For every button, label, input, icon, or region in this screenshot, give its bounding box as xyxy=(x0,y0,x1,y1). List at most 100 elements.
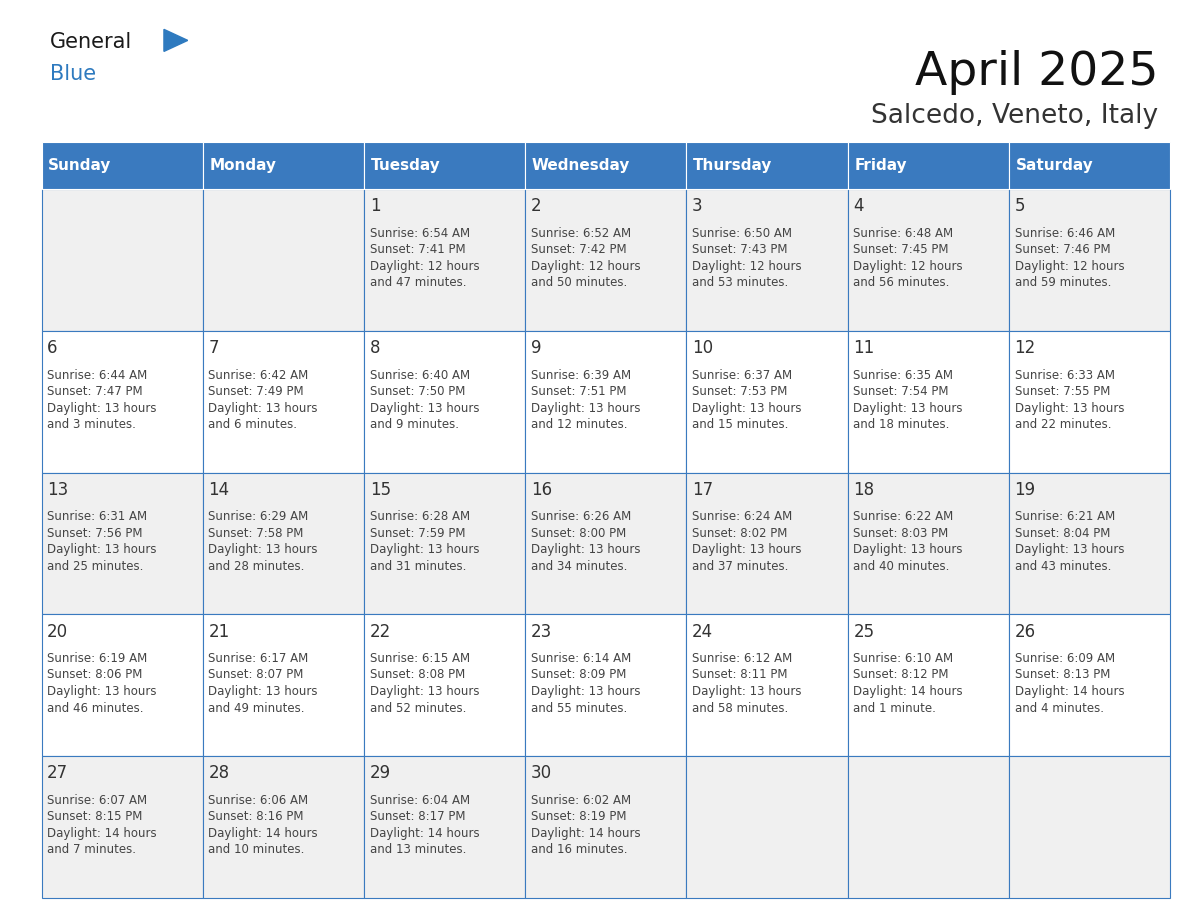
Text: Sunrise: 6:42 AM: Sunrise: 6:42 AM xyxy=(208,368,309,382)
Text: and 9 minutes.: and 9 minutes. xyxy=(369,418,459,431)
Text: and 13 minutes.: and 13 minutes. xyxy=(369,844,466,856)
Text: 29: 29 xyxy=(369,765,391,782)
Text: Sunrise: 6:44 AM: Sunrise: 6:44 AM xyxy=(48,368,147,382)
Text: 21: 21 xyxy=(208,622,229,641)
Text: and 40 minutes.: and 40 minutes. xyxy=(853,560,949,573)
Text: Sunset: 7:41 PM: Sunset: 7:41 PM xyxy=(369,243,466,256)
Text: Sunrise: 6:15 AM: Sunrise: 6:15 AM xyxy=(369,652,469,665)
Text: and 12 minutes.: and 12 minutes. xyxy=(531,418,627,431)
Text: Daylight: 13 hours: Daylight: 13 hours xyxy=(48,685,157,698)
Text: Sunset: 8:06 PM: Sunset: 8:06 PM xyxy=(48,668,143,681)
Text: and 46 minutes.: and 46 minutes. xyxy=(48,701,144,714)
Text: Daylight: 13 hours: Daylight: 13 hours xyxy=(531,685,640,698)
Text: and 34 minutes.: and 34 minutes. xyxy=(531,560,627,573)
Text: and 15 minutes.: and 15 minutes. xyxy=(693,418,789,431)
Text: Sunrise: 6:40 AM: Sunrise: 6:40 AM xyxy=(369,368,469,382)
Text: Sunrise: 6:35 AM: Sunrise: 6:35 AM xyxy=(853,368,953,382)
Text: Daylight: 14 hours: Daylight: 14 hours xyxy=(1015,685,1124,698)
Text: Sunset: 8:13 PM: Sunset: 8:13 PM xyxy=(1015,668,1110,681)
Text: Daylight: 13 hours: Daylight: 13 hours xyxy=(369,685,479,698)
Text: Daylight: 13 hours: Daylight: 13 hours xyxy=(693,685,802,698)
Text: and 55 minutes.: and 55 minutes. xyxy=(531,701,627,714)
Text: Sunrise: 6:31 AM: Sunrise: 6:31 AM xyxy=(48,510,147,523)
Text: Sunset: 8:07 PM: Sunset: 8:07 PM xyxy=(208,668,304,681)
Text: Salcedo, Veneto, Italy: Salcedo, Veneto, Italy xyxy=(871,103,1158,129)
Text: Daylight: 12 hours: Daylight: 12 hours xyxy=(853,260,963,273)
Text: Daylight: 13 hours: Daylight: 13 hours xyxy=(531,543,640,556)
Text: Daylight: 13 hours: Daylight: 13 hours xyxy=(853,543,962,556)
Text: Daylight: 12 hours: Daylight: 12 hours xyxy=(369,260,479,273)
Text: General: General xyxy=(50,32,132,52)
Text: 2: 2 xyxy=(531,197,542,216)
Text: Sunrise: 6:21 AM: Sunrise: 6:21 AM xyxy=(1015,510,1114,523)
Text: Sunset: 8:02 PM: Sunset: 8:02 PM xyxy=(693,527,788,540)
Text: and 22 minutes.: and 22 minutes. xyxy=(1015,418,1111,431)
Text: 11: 11 xyxy=(853,339,874,357)
Text: Monday: Monday xyxy=(209,158,277,174)
Text: 3: 3 xyxy=(693,197,703,216)
Text: Sunrise: 6:33 AM: Sunrise: 6:33 AM xyxy=(1015,368,1114,382)
Text: Sunset: 7:59 PM: Sunset: 7:59 PM xyxy=(369,527,466,540)
Text: Sunrise: 6:37 AM: Sunrise: 6:37 AM xyxy=(693,368,792,382)
Text: 26: 26 xyxy=(1015,622,1036,641)
Text: Daylight: 13 hours: Daylight: 13 hours xyxy=(208,685,318,698)
Text: Friday: Friday xyxy=(854,158,906,174)
Text: Daylight: 13 hours: Daylight: 13 hours xyxy=(693,543,802,556)
Text: 25: 25 xyxy=(853,622,874,641)
Text: Sunset: 7:58 PM: Sunset: 7:58 PM xyxy=(208,527,304,540)
Text: Sunrise: 6:46 AM: Sunrise: 6:46 AM xyxy=(1015,227,1114,240)
Text: 27: 27 xyxy=(48,765,69,782)
Text: and 53 minutes.: and 53 minutes. xyxy=(693,276,789,289)
Text: Sunrise: 6:52 AM: Sunrise: 6:52 AM xyxy=(531,227,631,240)
Text: 15: 15 xyxy=(369,481,391,498)
Text: Sunset: 8:08 PM: Sunset: 8:08 PM xyxy=(369,668,465,681)
Text: and 3 minutes.: and 3 minutes. xyxy=(48,418,137,431)
Text: Sunset: 7:54 PM: Sunset: 7:54 PM xyxy=(853,385,949,398)
Text: Sunrise: 6:06 AM: Sunrise: 6:06 AM xyxy=(208,794,309,807)
Text: Thursday: Thursday xyxy=(693,158,772,174)
Text: 6: 6 xyxy=(48,339,58,357)
Text: Sunset: 8:15 PM: Sunset: 8:15 PM xyxy=(48,811,143,823)
Text: and 25 minutes.: and 25 minutes. xyxy=(48,560,144,573)
Text: Sunset: 8:19 PM: Sunset: 8:19 PM xyxy=(531,811,626,823)
Text: Daylight: 13 hours: Daylight: 13 hours xyxy=(531,401,640,415)
Text: and 28 minutes.: and 28 minutes. xyxy=(208,560,305,573)
Text: Saturday: Saturday xyxy=(1016,158,1093,174)
Text: and 52 minutes.: and 52 minutes. xyxy=(369,701,466,714)
Text: April 2025: April 2025 xyxy=(915,50,1158,95)
Text: Sunset: 8:00 PM: Sunset: 8:00 PM xyxy=(531,527,626,540)
Text: and 7 minutes.: and 7 minutes. xyxy=(48,844,137,856)
Text: and 16 minutes.: and 16 minutes. xyxy=(531,844,627,856)
Text: Daylight: 13 hours: Daylight: 13 hours xyxy=(853,401,962,415)
Text: Sunset: 8:09 PM: Sunset: 8:09 PM xyxy=(531,668,626,681)
Text: Wednesday: Wednesday xyxy=(532,158,630,174)
Text: and 1 minute.: and 1 minute. xyxy=(853,701,936,714)
Text: Sunset: 7:55 PM: Sunset: 7:55 PM xyxy=(1015,385,1110,398)
Text: Sunrise: 6:54 AM: Sunrise: 6:54 AM xyxy=(369,227,469,240)
Text: 10: 10 xyxy=(693,339,713,357)
Text: Daylight: 13 hours: Daylight: 13 hours xyxy=(369,401,479,415)
Text: and 37 minutes.: and 37 minutes. xyxy=(693,560,789,573)
Text: 23: 23 xyxy=(531,622,552,641)
Text: 17: 17 xyxy=(693,481,713,498)
Text: Sunrise: 6:24 AM: Sunrise: 6:24 AM xyxy=(693,510,792,523)
Text: and 58 minutes.: and 58 minutes. xyxy=(693,701,789,714)
Text: Sunrise: 6:26 AM: Sunrise: 6:26 AM xyxy=(531,510,631,523)
Text: Sunset: 7:51 PM: Sunset: 7:51 PM xyxy=(531,385,626,398)
Text: Sunrise: 6:14 AM: Sunrise: 6:14 AM xyxy=(531,652,631,665)
Text: Daylight: 13 hours: Daylight: 13 hours xyxy=(369,543,479,556)
Text: Sunset: 7:45 PM: Sunset: 7:45 PM xyxy=(853,243,949,256)
Text: and 31 minutes.: and 31 minutes. xyxy=(369,560,466,573)
Text: Sunrise: 6:17 AM: Sunrise: 6:17 AM xyxy=(208,652,309,665)
Text: Sunrise: 6:50 AM: Sunrise: 6:50 AM xyxy=(693,227,792,240)
Text: and 59 minutes.: and 59 minutes. xyxy=(1015,276,1111,289)
Text: Sunrise: 6:02 AM: Sunrise: 6:02 AM xyxy=(531,794,631,807)
Text: 20: 20 xyxy=(48,622,69,641)
Text: 22: 22 xyxy=(369,622,391,641)
Text: 24: 24 xyxy=(693,622,713,641)
Text: and 49 minutes.: and 49 minutes. xyxy=(208,701,305,714)
Text: Daylight: 13 hours: Daylight: 13 hours xyxy=(208,543,318,556)
Text: and 10 minutes.: and 10 minutes. xyxy=(208,844,305,856)
Text: Sunrise: 6:22 AM: Sunrise: 6:22 AM xyxy=(853,510,954,523)
Text: Blue: Blue xyxy=(50,64,96,84)
